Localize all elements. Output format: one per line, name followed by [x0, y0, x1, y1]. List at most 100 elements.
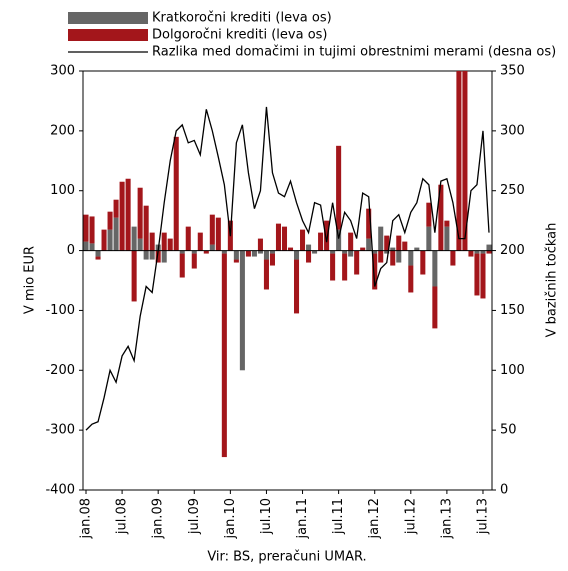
- bar: [408, 265, 414, 293]
- x-tick-label: jul.11: [331, 498, 346, 535]
- bar: [95, 250, 101, 257]
- bar: [426, 226, 432, 251]
- legend-swatch: [68, 29, 148, 41]
- y2-tick-label: 200: [500, 243, 525, 258]
- bar: [233, 259, 239, 263]
- bar: [438, 184, 444, 251]
- bar: [281, 226, 288, 251]
- bar: [342, 253, 348, 281]
- legend-swatch: [68, 12, 148, 24]
- y2-tick-label: 150: [500, 303, 525, 318]
- bar: [83, 214, 89, 242]
- y-tick-label: 200: [50, 123, 75, 138]
- bar: [89, 243, 95, 251]
- bar: [149, 250, 155, 260]
- bar: [330, 253, 336, 281]
- x-tick-label: jul.09: [187, 498, 202, 535]
- bar: [366, 208, 372, 239]
- bar: [203, 250, 209, 254]
- bar: [324, 220, 330, 251]
- line: [85, 106, 490, 431]
- bar: [137, 238, 143, 251]
- bar: [269, 253, 275, 266]
- bar: [287, 247, 294, 251]
- bar: [113, 199, 119, 218]
- bar: [486, 250, 492, 254]
- bar: [179, 250, 185, 254]
- x-tick-label: jan.08: [79, 498, 94, 540]
- bar: [312, 250, 318, 254]
- bar: [390, 247, 396, 251]
- bar: [191, 250, 197, 254]
- bar: [336, 229, 342, 251]
- bar: [336, 145, 342, 230]
- plot-frame: [82, 70, 493, 491]
- y2-tick-label: 50: [500, 423, 517, 438]
- y2-axis-title: V bazičnih točkah: [545, 223, 560, 338]
- bar: [245, 250, 251, 257]
- bar: [215, 217, 221, 251]
- bar: [269, 250, 275, 254]
- bar: [378, 250, 384, 263]
- bar: [251, 250, 257, 257]
- bar: [330, 250, 336, 254]
- bar: [107, 229, 113, 251]
- y2-tick-label: 100: [500, 363, 525, 378]
- bar: [149, 232, 155, 251]
- bar: [390, 250, 396, 266]
- y2-tick-label: 300: [500, 123, 525, 138]
- y2-tick-label: 350: [500, 64, 525, 79]
- bar: [239, 250, 245, 371]
- bar: [306, 250, 312, 263]
- bar: [221, 250, 227, 254]
- y-tick-label: 0: [67, 243, 75, 258]
- bar: [348, 250, 354, 257]
- y2-tick-label: 250: [500, 183, 525, 198]
- bar: [354, 250, 360, 275]
- bar: [318, 232, 324, 251]
- x-tick-label: jul.13: [475, 498, 490, 535]
- bar: [95, 256, 101, 260]
- bar: [348, 232, 354, 251]
- x-tick-label: jul.12: [403, 498, 418, 535]
- bar: [257, 238, 263, 251]
- bar: [293, 259, 300, 314]
- bar: [486, 244, 492, 251]
- bar: [420, 250, 426, 275]
- y-tick-label: -100: [45, 303, 75, 318]
- bar: [444, 220, 450, 227]
- x-tick-label: jul.10: [259, 498, 274, 535]
- bar: [366, 238, 372, 251]
- bar: [83, 241, 89, 251]
- legend-label: Kratkoročni krediti (leva os): [152, 11, 332, 26]
- bar: [414, 247, 420, 251]
- bar: [89, 216, 95, 244]
- bar: [480, 253, 486, 299]
- x-tick-label: jan.11: [295, 498, 310, 540]
- bar: [209, 244, 215, 251]
- bar: [474, 253, 480, 296]
- bar: [185, 226, 191, 251]
- bar: [378, 226, 384, 251]
- plot: [83, 71, 492, 458]
- bar: [432, 250, 438, 287]
- bar: [396, 250, 402, 263]
- bar: [101, 229, 107, 251]
- bar: [342, 250, 348, 254]
- bar: [432, 286, 438, 329]
- bar: [209, 214, 215, 245]
- y2-tick-label: 0: [500, 483, 508, 498]
- bar: [468, 250, 474, 257]
- bar: [306, 244, 312, 251]
- bar: [456, 71, 462, 251]
- bar: [263, 250, 269, 260]
- bar: [155, 250, 161, 263]
- bar: [257, 250, 263, 254]
- bar: [191, 253, 197, 269]
- bar: [137, 187, 143, 239]
- bar: [233, 250, 239, 260]
- source: Vir: BS, preračuni UMAR.: [207, 550, 366, 565]
- y-tick-label: -200: [45, 363, 75, 378]
- x-tick-label: jan.13: [439, 498, 454, 540]
